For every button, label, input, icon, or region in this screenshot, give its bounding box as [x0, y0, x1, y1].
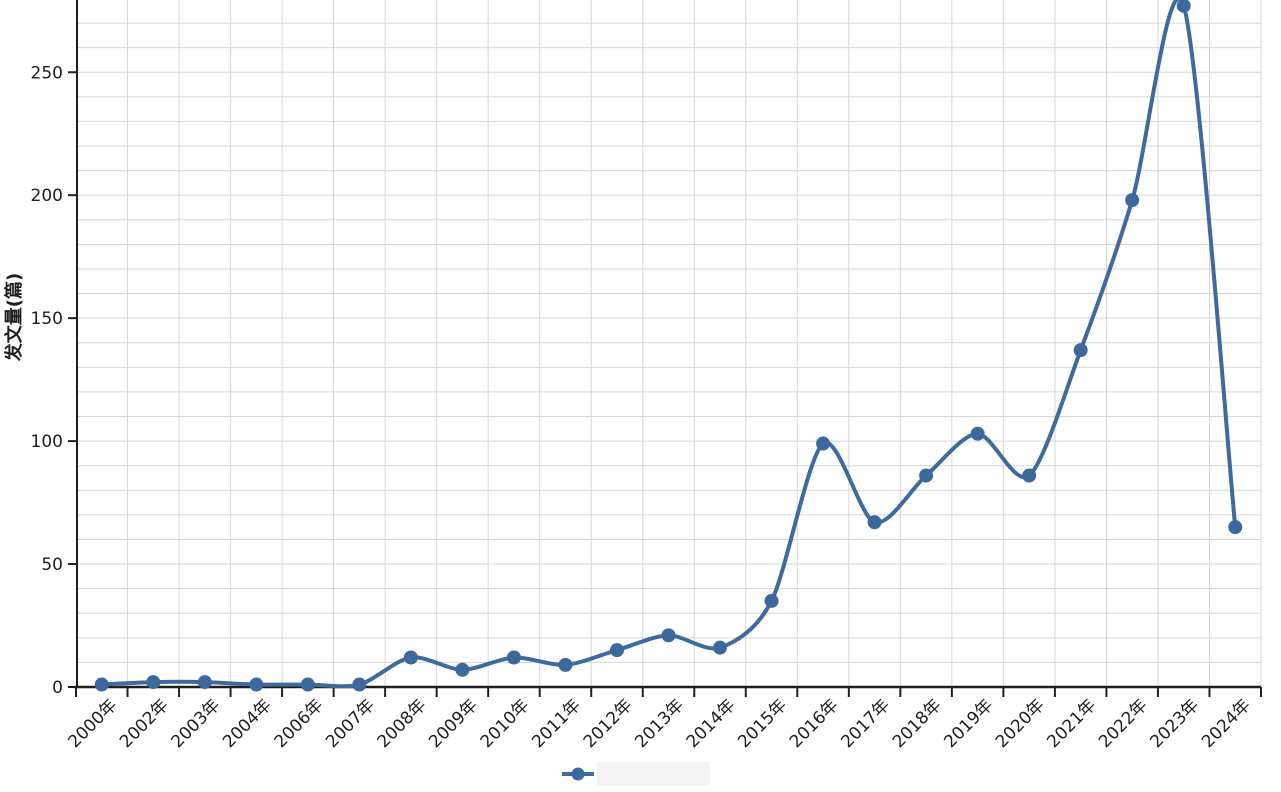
x-tick-label: 2022年 [1095, 695, 1152, 752]
x-tick-label: 2002年 [116, 695, 173, 752]
data-point[interactable] [919, 468, 934, 483]
x-tick-label: 2018年 [889, 695, 946, 752]
data-point[interactable] [1022, 468, 1037, 483]
x-tick-label: 2004年 [219, 695, 276, 752]
y-tick-label: 0 [52, 678, 63, 698]
data-point[interactable] [403, 650, 418, 665]
data-point[interactable] [970, 426, 985, 441]
y-tick-label: 50 [41, 555, 63, 575]
x-tick-label: 2011年 [528, 695, 585, 752]
y-axis-title: 发文量(篇) [3, 273, 25, 362]
x-tick-label: 2000年 [65, 695, 122, 752]
data-point[interactable] [249, 677, 264, 692]
data-point[interactable] [1125, 193, 1140, 208]
data-point[interactable] [1228, 520, 1243, 535]
data-point[interactable] [1073, 343, 1088, 358]
x-tick-label: 2008年 [374, 695, 431, 752]
x-tick-label: 2006年 [271, 695, 328, 752]
data-point[interactable] [816, 436, 831, 451]
data-point[interactable] [609, 643, 624, 658]
data-point[interactable] [713, 640, 728, 655]
x-tick-label: 2007年 [322, 695, 379, 752]
data-point[interactable] [146, 675, 161, 690]
x-tick-label: 2023年 [1146, 695, 1203, 752]
data-point[interactable] [506, 650, 521, 665]
data-point[interactable] [455, 662, 470, 677]
x-tick-label: 2024年 [1198, 695, 1255, 752]
x-tick-label: 2021年 [1043, 695, 1100, 752]
y-tick-label: 250 [31, 63, 63, 83]
y-tick-label: 150 [31, 309, 63, 329]
x-tick-label: 2015年 [734, 695, 791, 752]
x-tick-label: 2017年 [837, 695, 894, 752]
data-point[interactable] [352, 677, 367, 692]
data-point[interactable] [867, 515, 882, 530]
legend [562, 762, 710, 786]
data-point[interactable] [197, 675, 212, 690]
axis-layer [68, 0, 1262, 697]
legend-marker-dot [571, 767, 585, 781]
x-tick-label: 2016年 [786, 695, 843, 752]
data-point[interactable] [300, 677, 315, 692]
data-point[interactable] [558, 657, 573, 672]
x-tick-label: 2012年 [580, 695, 637, 752]
x-tick-label: 2010年 [477, 695, 534, 752]
x-tick-label: 2014年 [683, 695, 740, 752]
data-point[interactable] [94, 677, 109, 692]
x-tick-label: 2013年 [631, 695, 688, 752]
y-tick-label: 200 [31, 186, 63, 206]
data-point[interactable] [1176, 0, 1191, 13]
x-tick-label: 2009年 [425, 695, 482, 752]
x-tick-label: 2020年 [992, 695, 1049, 752]
data-point[interactable] [661, 628, 676, 643]
y-tick-label: 100 [31, 432, 63, 452]
x-tick-label: 2003年 [168, 695, 225, 752]
series-layer [94, 0, 1243, 692]
data-point[interactable] [764, 593, 779, 608]
legend-label-redacted [597, 762, 710, 786]
x-tick-label: 2019年 [940, 695, 997, 752]
